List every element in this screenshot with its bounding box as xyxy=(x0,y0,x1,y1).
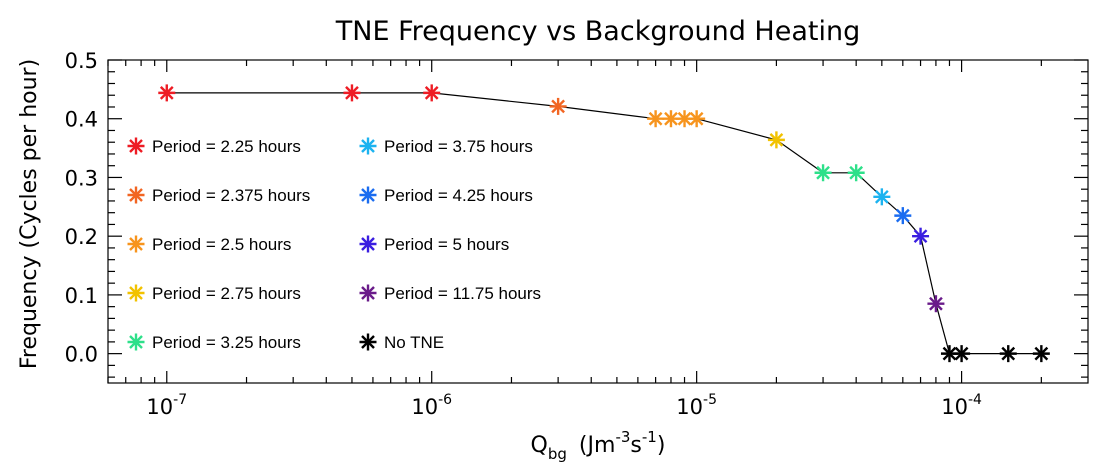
legend-label: Period = 4.25 hours xyxy=(384,186,533,205)
legend-item: Period = 5 hours xyxy=(359,235,509,254)
legend-marker xyxy=(359,186,377,204)
legend-label: Period = 2.25 hours xyxy=(152,137,301,156)
axis-ticks xyxy=(107,59,1088,383)
data-point xyxy=(927,295,945,313)
legend-item: Period = 11.75 hours xyxy=(359,284,541,303)
data-point xyxy=(549,97,567,115)
x-tick-label: 10-5 xyxy=(676,392,717,419)
axis-tick-labels: 10-7 10-6 10-5 10-40.00.10.20.30.40.5 xyxy=(65,49,982,419)
legend-marker xyxy=(359,235,377,253)
legend-item: Period = 4.25 hours xyxy=(359,186,533,205)
x-axis-label-units-mid: s xyxy=(630,433,641,458)
legend-marker xyxy=(127,333,145,351)
x-axis-label-sup1: -3 xyxy=(615,428,630,446)
y-tick-label: 0.4 xyxy=(65,108,98,132)
legend-label: Period = 2.375 hours xyxy=(152,186,310,205)
data-point xyxy=(423,84,441,102)
data-point xyxy=(1032,345,1050,363)
x-tick-label-exp: -6 xyxy=(438,392,452,408)
chart-title: TNE Frequency vs Background Heating xyxy=(335,16,860,47)
y-tick-label: 0.1 xyxy=(65,284,98,308)
legend-label: Period = 2.75 hours xyxy=(152,284,301,303)
x-axis-label-sup2: -1 xyxy=(642,428,657,446)
x-tick-label: 10-7 xyxy=(146,392,187,419)
legend-marker xyxy=(127,284,145,302)
legend-item: No TNE xyxy=(359,333,444,352)
data-point xyxy=(343,84,361,102)
data-point xyxy=(847,164,865,182)
legend-label: Period = 11.75 hours xyxy=(384,284,541,303)
plot-frame xyxy=(107,59,1089,384)
x-tick-label-base: 10 xyxy=(676,395,703,419)
legend-marker xyxy=(127,137,145,155)
legend-item: Period = 3.25 hours xyxy=(127,333,301,352)
data-point xyxy=(999,345,1017,363)
legend-label: No TNE xyxy=(384,333,444,352)
data-point xyxy=(662,110,680,128)
y-tick-label: 0.5 xyxy=(65,49,98,73)
legend-marker xyxy=(359,333,377,351)
x-tick-label: 10-6 xyxy=(411,392,452,419)
legend-label: Period = 2.5 hours xyxy=(152,235,291,254)
x-axis-label-sub: bg xyxy=(548,445,567,463)
legend-label: Period = 5 hours xyxy=(384,235,509,254)
series-line xyxy=(166,92,1042,355)
x-axis-label-main: Q xyxy=(531,433,548,458)
legend-marker xyxy=(359,284,377,302)
data-point xyxy=(647,110,665,128)
y-tick-label: 0.0 xyxy=(65,343,98,367)
legend-item: Period = 3.75 hours xyxy=(359,137,533,156)
legend-marker xyxy=(127,235,145,253)
x-tick-label-base: 10 xyxy=(146,395,173,419)
data-point xyxy=(158,84,176,102)
data-point xyxy=(767,131,785,149)
data-point xyxy=(814,164,832,182)
x-axis-label-units-pre: (Jm xyxy=(579,433,616,458)
y-tick-label: 0.3 xyxy=(65,166,98,190)
y-tick-label: 0.2 xyxy=(65,225,98,249)
legend-item: Period = 2.25 hours xyxy=(127,137,301,156)
legend-label: Period = 3.75 hours xyxy=(384,137,533,156)
data-point xyxy=(873,188,891,206)
legend-item: Period = 2.75 hours xyxy=(127,284,301,303)
x-tick-label-exp: -5 xyxy=(703,392,717,408)
legend-item: Period = 2.375 hours xyxy=(127,186,310,205)
data-point xyxy=(894,207,912,225)
x-tick-label-exp: -4 xyxy=(968,392,982,408)
legend-label: Period = 3.25 hours xyxy=(152,333,301,352)
x-tick-label-base: 10 xyxy=(411,395,438,419)
x-tick-label-base: 10 xyxy=(941,395,968,419)
data-markers xyxy=(158,84,1050,363)
x-tick-label-exp: -7 xyxy=(173,392,187,408)
x-tick-label: 10-4 xyxy=(941,392,982,419)
legend-item: Period = 2.5 hours xyxy=(127,235,291,254)
x-axis-label: Qbg (Jm-3s-1) xyxy=(531,428,666,463)
connecting-line xyxy=(166,92,1042,355)
legend: Period = 2.25 hours Period = 2.375 hours P… xyxy=(127,137,541,352)
data-point xyxy=(912,227,930,245)
legend-marker xyxy=(127,186,145,204)
legend-marker xyxy=(359,137,377,155)
y-axis-label: Frequency (Cycles per hour) xyxy=(17,59,42,369)
x-axis-label-units-post: ) xyxy=(657,433,666,458)
data-point xyxy=(688,110,706,128)
data-point xyxy=(953,345,971,363)
